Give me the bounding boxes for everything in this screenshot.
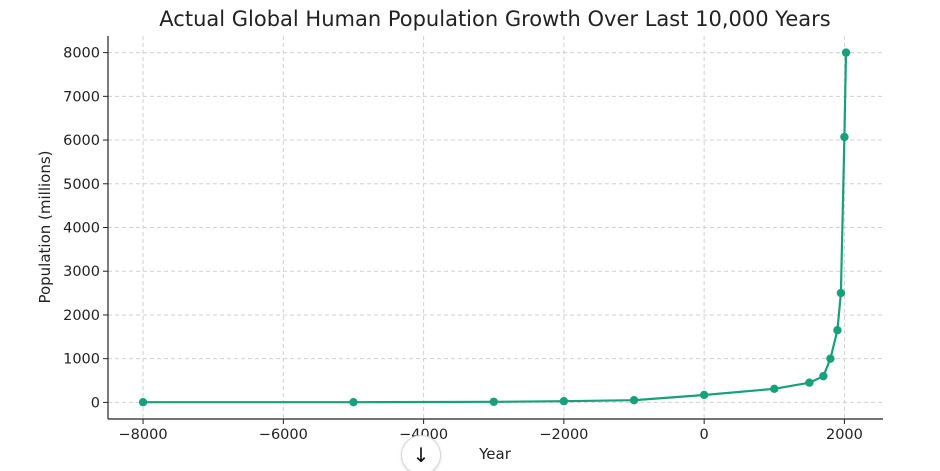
y-tick-label: 5000 [63,177,100,193]
data-point [489,397,498,406]
x-tick-label: 0 [700,427,709,443]
data-point [699,390,709,400]
x-tick-label: −6000 [259,427,308,443]
arrow-down-icon: ↓ [412,443,430,467]
x-axis-label: Year [478,445,512,463]
data-point [770,384,779,394]
data-point [559,397,569,406]
y-tick-label: 7000 [63,89,100,105]
y-tick-label: 8000 [63,46,100,62]
data-point [840,132,849,142]
y-tick-label: 2000 [63,308,100,324]
series-line [143,52,848,404]
data-point [836,288,846,298]
data-point [349,397,358,407]
series-layer [138,48,851,407]
axes: −8000−6000−4000−200002000010002000300040… [63,36,883,443]
x-tick-label: −8000 [119,427,168,443]
data-point [833,326,842,335]
data-point [805,378,814,387]
grid-lines [108,36,883,419]
data-point [819,371,828,381]
y-tick-label: 0 [91,395,100,411]
chart-title: Actual Global Human Population Growth Ov… [159,7,830,31]
y-tick-label: 1000 [63,352,100,368]
y-axis-label: Population (millions) [36,150,54,303]
x-tick-label: −2000 [539,427,588,443]
x-tick-label: 2000 [826,427,863,443]
y-tick-label: 6000 [63,133,100,149]
scroll-down-button[interactable]: ↓ [401,435,441,471]
y-tick-label: 4000 [63,221,100,237]
data-point [841,48,851,57]
y-tick-label: 3000 [63,264,100,280]
data-point [138,397,148,407]
data-point [826,354,835,363]
data-point [629,395,639,405]
